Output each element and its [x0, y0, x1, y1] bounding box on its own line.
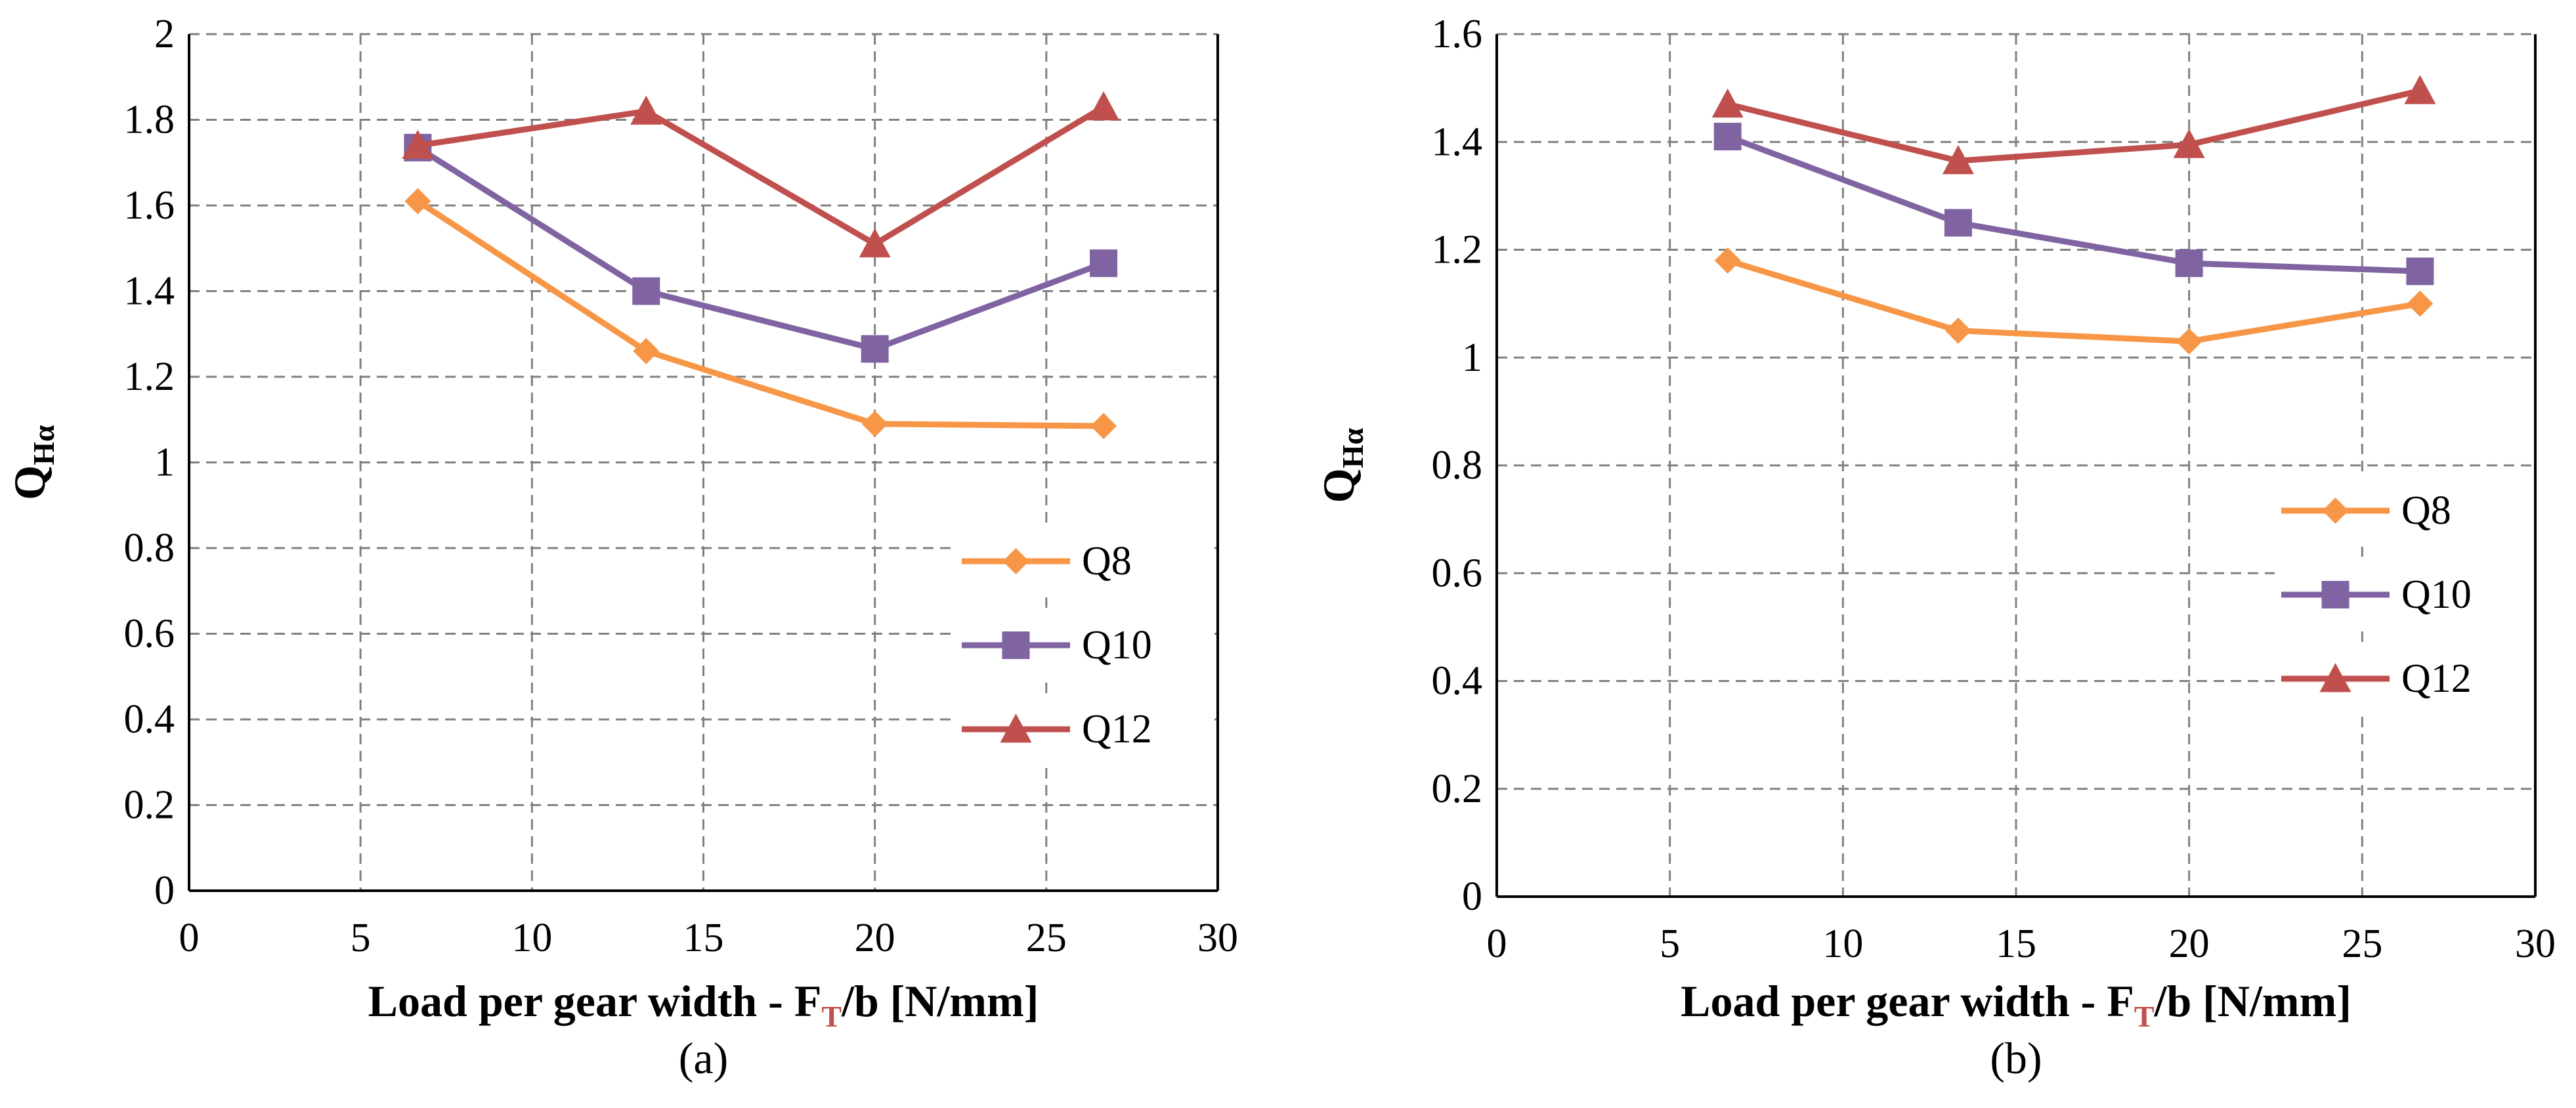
data-point-q8 [1090, 413, 1117, 440]
y-tick-label: 0.2 [1432, 767, 1483, 811]
y-axis-title: QHα [1314, 427, 1369, 503]
y-tick-label: 1.6 [124, 183, 175, 228]
y-tick-label: 1.4 [1432, 119, 1483, 164]
series-line-q12 [1727, 87, 2421, 164]
y-tick-label: 0 [154, 868, 175, 913]
series-line-q8 [416, 198, 1104, 429]
y-tick-label: 1.4 [124, 269, 175, 314]
x-tick-label: 0 [1487, 922, 1507, 966]
legend-label: Q12 [2401, 656, 2472, 701]
data-point-q8 [404, 188, 431, 215]
chart-panel-b: 0 0.2 0.4 0.6 0.8 1 1.2 1.4 1.6 0 5 10 15 20 25 30 Load … [1314, 12, 2556, 1083]
series-q8 [1714, 247, 2434, 355]
legend: Q8 Q10 Q12 [2275, 475, 2534, 715]
data-point-q12 [402, 129, 434, 160]
legend-label: Q12 [1082, 707, 1152, 752]
legend-label: Q10 [1082, 623, 1152, 668]
data-point-q10 [1713, 123, 1742, 151]
series-q12 [402, 91, 1120, 258]
x-tick-label: 30 [1197, 916, 1238, 960]
data-point-q8 [861, 410, 888, 437]
series-q10 [404, 133, 1118, 363]
data-point-q10 [632, 277, 660, 305]
data-point-q12 [1942, 144, 1974, 175]
x-tick-label: 20 [855, 916, 895, 960]
y-tick-label: 1.2 [1432, 228, 1483, 272]
x-tick-label: 25 [2342, 922, 2382, 966]
data-point-q8 [2176, 328, 2202, 355]
legend-label: Q8 [2401, 488, 2451, 533]
y-tick-label: 0.4 [1432, 659, 1483, 704]
x-tick-label: 15 [1996, 922, 2036, 966]
legend-marker [2322, 498, 2349, 524]
legend: Q8 Q10 Q12 [955, 525, 1214, 765]
data-point-q12 [859, 228, 891, 258]
panel-label: (b) [1990, 1033, 2042, 1083]
data-point-q8 [1714, 247, 1741, 274]
x-tick-label: 30 [2515, 922, 2556, 966]
y-tick-label: 0.2 [124, 783, 175, 828]
data-point-q12 [1088, 91, 1120, 121]
y-tick-label: 1 [1462, 335, 1482, 380]
legend-marker [1002, 631, 1030, 659]
y-tick-label: 0.6 [1432, 551, 1483, 595]
data-point-q12 [1711, 88, 1744, 118]
series-q8 [404, 188, 1117, 440]
data-point-q12 [2404, 75, 2436, 104]
y-tick-label: 1 [154, 440, 175, 485]
legend-label: Q10 [2401, 572, 2472, 617]
series-line-q12 [417, 104, 1106, 247]
data-point-q10 [1090, 249, 1118, 278]
y-tick-label: 0.6 [124, 612, 175, 656]
legend-marker [2319, 663, 2351, 692]
x-axis-title: Load per gear width - FT/b [N/mm] [368, 976, 1039, 1033]
y-tick-label: 1.8 [124, 98, 175, 142]
data-point-q8 [1944, 317, 1971, 344]
series-line-q10 [1727, 133, 2420, 274]
data-point-q10 [2175, 249, 2203, 278]
x-axis-title: Load per gear width - FT/b [N/mm] [1681, 976, 2351, 1033]
x-tick-label: 20 [2169, 922, 2210, 966]
series-line-q8 [1727, 257, 2421, 345]
series-q10 [1713, 123, 2434, 286]
legend-label: Q8 [1082, 539, 1132, 584]
x-tick-label: 0 [179, 916, 200, 960]
y-tick-label: 0.4 [124, 697, 175, 742]
y-tick-label: 0 [1462, 874, 1482, 919]
panel-label: (a) [679, 1033, 728, 1083]
x-tick-label: 5 [1660, 922, 1680, 966]
legend-marker [1000, 714, 1032, 743]
x-tick-label: 5 [351, 916, 371, 960]
y-tick-label: 1.6 [1432, 12, 1483, 56]
x-tick-label: 25 [1026, 916, 1067, 960]
data-point-q10 [861, 335, 889, 363]
x-tick-label: 10 [1822, 922, 1863, 966]
chart-panel-a: 00.20.40.60.811.21.41.61.820 5 10 15 20 25 30L… [5, 12, 1238, 1083]
y-axis-title: QHα [5, 425, 60, 500]
data-point-q10 [2406, 257, 2434, 286]
y-tick-label: 0.8 [124, 526, 175, 570]
legend-marker [1002, 548, 1029, 574]
data-point-q10 [1944, 209, 1972, 237]
data-point-q8 [2407, 290, 2434, 317]
legend-marker [2321, 581, 2350, 608]
x-tick-label: 10 [511, 916, 552, 960]
series-q12 [1711, 75, 2436, 175]
y-tick-label: 1.2 [124, 354, 175, 399]
data-point-q12 [630, 95, 662, 125]
x-tick-label: 15 [683, 916, 724, 960]
data-point-q8 [633, 337, 660, 364]
y-tick-label: 0.8 [1432, 443, 1483, 488]
data-point-q12 [2173, 129, 2205, 158]
y-tick-label: 2 [154, 12, 175, 56]
series-line-q10 [416, 145, 1105, 352]
